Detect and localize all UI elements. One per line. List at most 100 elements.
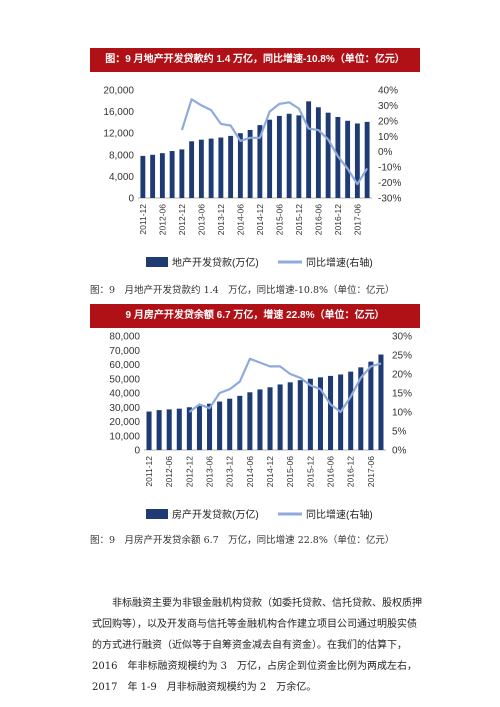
chart-2-bar — [257, 389, 263, 450]
chart-2-legend-bar-swatch — [146, 509, 168, 519]
chart-2-bar — [328, 375, 334, 450]
chart-2-x-tick: 2012-06 — [164, 456, 174, 487]
chart-2-x-tick: 2016-06 — [326, 456, 336, 487]
chart-1-bar — [345, 120, 351, 198]
chart-1-x-tick: 2011-12 — [138, 204, 148, 235]
chart-2-bar — [277, 384, 283, 450]
chart-2-bar — [166, 409, 172, 450]
chart-2-bar — [207, 403, 213, 450]
chart-2-bar — [287, 382, 293, 450]
chart-2-x-tick: 2012-12 — [184, 456, 194, 487]
chart-1-bar — [150, 154, 156, 198]
chart-1-caption: 图：9 月地产开发贷款约 1.4 万亿，同比增速-10.8%（单位：亿元） — [90, 285, 395, 296]
chart-2-x-tick: 2013-12 — [225, 456, 235, 487]
chart-2-x-tick: 2016-12 — [346, 456, 356, 487]
chart-1-bar — [325, 112, 331, 198]
chart-1-growth-line — [180, 98, 369, 186]
chart-1-header: 图：9 月地产开发贷款约 1.4 万亿，同比增速-10.8%（单位：亿元） — [90, 48, 420, 72]
chart-2-bar — [348, 371, 354, 450]
chart-1-y-right-tick: 0% — [378, 147, 393, 158]
chart-2-y-right-tick: 20% — [392, 370, 412, 381]
chart-1-y-left-tick: 4,000 — [109, 172, 134, 183]
chart-2-bar — [358, 367, 364, 450]
chart-1-x-tick: 2015-12 — [294, 204, 304, 235]
chart-1-y-left-tick: 12,000 — [103, 129, 134, 140]
chart-2-x-tick: 2017-06 — [366, 456, 376, 487]
chart-1-bar — [169, 151, 175, 198]
chart-2-x-tick: 2014-12 — [265, 456, 275, 487]
chart-1-x-tick: 2012-06 — [157, 204, 167, 235]
chart-1-y-right-tick: 20% — [378, 116, 398, 127]
chart-2-y-left-tick: 0 — [134, 446, 140, 457]
chart-2-x-tick: 2015-12 — [305, 456, 315, 487]
chart-2-bar — [217, 401, 223, 450]
chart-1-y-left-tick: 16,000 — [103, 107, 134, 118]
chart-2-y-right-tick: 25% — [392, 351, 412, 362]
chart-1-legend-bar-swatch — [146, 257, 168, 267]
chart-2-y-left-tick: 50,000 — [109, 374, 140, 385]
chart-2-x-tick: 2013-06 — [205, 456, 215, 487]
chart-1-bar — [364, 121, 370, 198]
chart-2-x-tick: 2011-12 — [144, 456, 154, 487]
chart-1-x-tick: 2016-06 — [313, 204, 323, 235]
chart-1-legend-bar-label: 地产开发贷款(万亿) — [172, 256, 259, 269]
chart-2-y-left-tick: 70,000 — [109, 346, 140, 357]
chart-1-bar — [315, 107, 321, 198]
chart-1-x-tick: 2016-12 — [333, 204, 343, 235]
chart-2-legend-line-label: 同比增速(右轴) — [306, 508, 373, 521]
chart-1-bar — [228, 135, 234, 198]
chart-2-svg: 0 10,000 20,000 30,000 40,000 50,000 60,000 70,… — [109, 332, 412, 522]
chart-2: 0 10,000 20,000 30,000 40,000 50,000 60,000 70,… — [90, 304, 420, 528]
chart-2-bar — [227, 398, 233, 450]
chart-1-bar — [189, 141, 195, 198]
chart-1-y-right-tick: 40% — [378, 86, 398, 97]
chart-2-bar — [186, 407, 192, 450]
chart-1-bar — [140, 155, 146, 198]
chart-2-bar — [307, 378, 313, 450]
chart-2-y-right-tick: 0% — [392, 446, 407, 457]
chart-2-x-tick: 2014-06 — [245, 456, 255, 487]
chart-1-bar — [179, 149, 185, 198]
chart-1-y-right-tick: 10% — [378, 132, 398, 143]
chart-1-bar — [218, 137, 224, 198]
chart-2-y-left-tick: 20,000 — [109, 417, 140, 428]
chart-1-y-right-tick: 30% — [378, 101, 398, 112]
chart-1-bar — [247, 129, 253, 198]
chart-2-y-right-tick: 5% — [392, 427, 407, 438]
chart-1-bar — [208, 138, 214, 198]
chart-2-x-tick: 2015-06 — [285, 456, 295, 487]
chart-2-bar — [368, 361, 374, 450]
chart-2-y-left-tick: 40,000 — [109, 389, 140, 400]
chart-1-y-right-tick: -20% — [378, 178, 401, 189]
chart-1-x-tick: 2013-06 — [196, 204, 206, 235]
chart-1-bar — [276, 115, 282, 198]
chart-1-bar — [237, 133, 243, 198]
chart-2-bar — [378, 354, 384, 450]
chart-1-y-right-tick: -30% — [378, 194, 401, 205]
chart-2-legend-bar-label: 房产开发贷款(万亿) — [172, 508, 259, 521]
chart-1-legend-line-label: 同比增速(右轴) — [306, 256, 373, 269]
chart-1-y-left-tick: 0 — [128, 194, 134, 205]
chart-1-bar — [257, 125, 263, 198]
chart-1-y-right-tick: -10% — [378, 163, 401, 174]
chart-2-header: 9 月房产开发贷余额 6.7 万亿，增速 22.8%（单位：亿元） — [90, 304, 420, 328]
chart-2-bar — [176, 408, 182, 450]
chart-1-x-tick: 2014-06 — [235, 204, 245, 235]
chart-2-bar — [146, 411, 152, 450]
chart-1-bar — [159, 153, 165, 198]
chart-2-y-left-tick: 10,000 — [109, 431, 140, 442]
chart-1-y-left-tick: 20,000 — [103, 86, 134, 97]
chart-2-y-right-tick: 30% — [392, 332, 412, 343]
chart-2-bar — [196, 405, 202, 450]
chart-1-bar — [267, 119, 273, 198]
chart-1-bar — [306, 101, 312, 198]
chart-2-y-left-tick: 80,000 — [109, 332, 140, 343]
chart-1-x-tick: 2017-06 — [352, 204, 362, 235]
chart-2-caption: 图：9 月房产开发贷余额 6.7 万亿，同比增速 22.8%（单位：亿元） — [90, 535, 395, 546]
chart-2-bar — [237, 395, 243, 450]
chart-1-svg: 0 4,000 8,000 12,000 16,000 20,000 -30% -20% -10… — [103, 86, 401, 270]
chart-1-x-tick: 2014-12 — [255, 204, 265, 235]
chart-1: 0 4,000 8,000 12,000 16,000 20,000 -30% -20% -10… — [90, 48, 420, 278]
chart-2-bar — [247, 392, 253, 450]
chart-1-x-tick: 2013-12 — [216, 204, 226, 235]
